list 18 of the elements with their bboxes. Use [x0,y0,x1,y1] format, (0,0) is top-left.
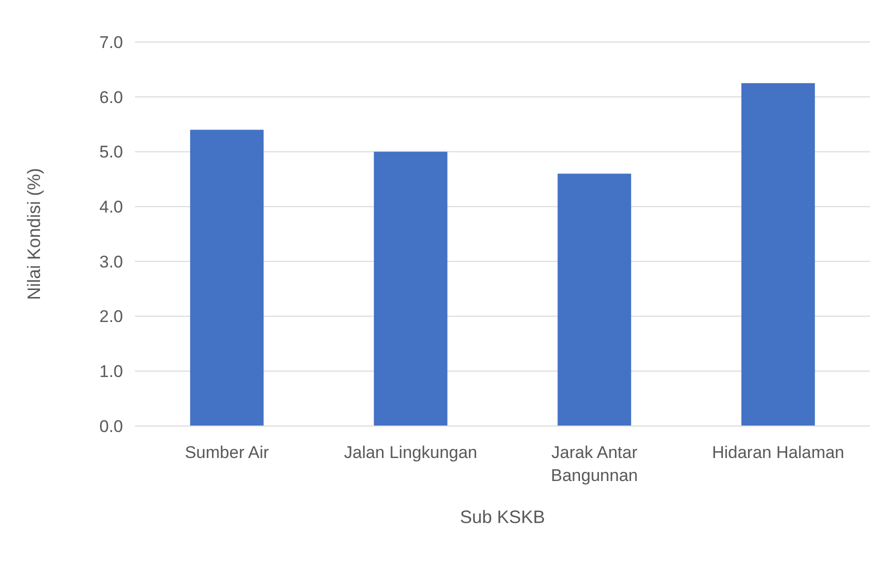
x-tick-label: Jalan Lingkungan [344,443,478,462]
y-tick-label: 3.0 [99,252,123,272]
y-tick-label: 6.0 [99,88,123,107]
bar [741,83,815,426]
x-tick-label: Sumber Air [184,443,270,462]
x-tick-label: Jarak Antar Bangunnan [550,443,638,485]
y-axis-title: Nilai Kondisi (%) [24,168,44,300]
bar [190,130,264,426]
bar [558,174,632,426]
bar [374,152,448,426]
x-tick-label: Hidaran Halaman [712,443,844,462]
y-tick-label: 4.0 [99,198,123,217]
y-tick-label: 5.0 [99,142,123,162]
y-tick-label: 7.0 [99,32,123,52]
x-axis-title: Sub KSKB [460,507,546,527]
y-tick-label: 2.0 [99,307,123,326]
y-tick-label: 1.0 [99,362,123,382]
y-tick-label: 0.0 [99,416,123,436]
